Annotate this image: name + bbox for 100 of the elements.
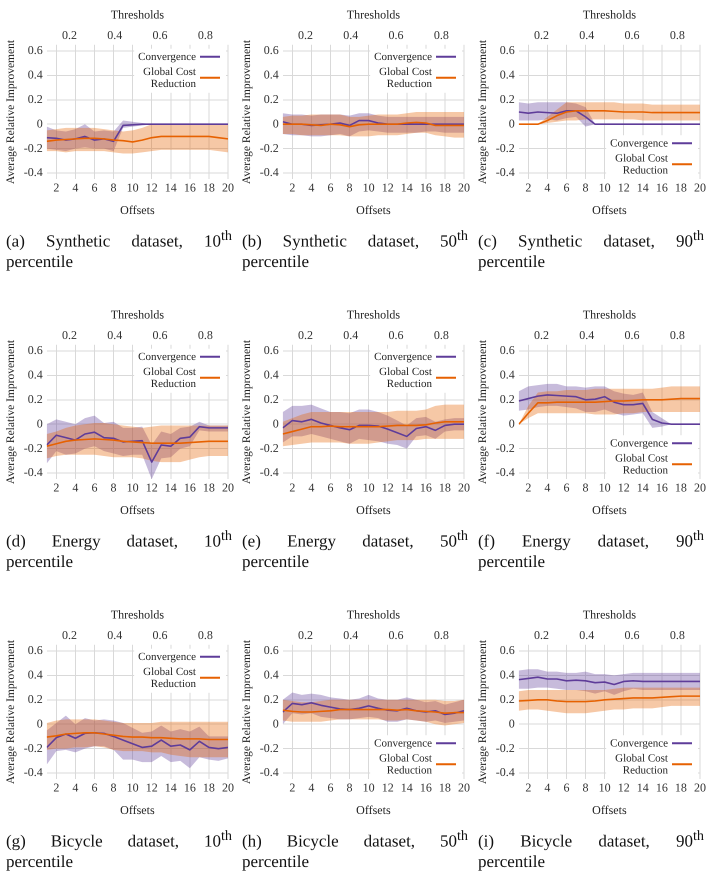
x2-tick-label: 0.8 xyxy=(434,28,449,42)
y-tick-label: -0.2 xyxy=(24,140,43,155)
x-tick-label: 12 xyxy=(146,480,158,495)
x2-tick-label: 0.4 xyxy=(579,628,594,642)
y-tick-label: -0.2 xyxy=(24,740,43,755)
y-tick-label: 0.2 xyxy=(500,92,515,106)
x-tick-label: 2 xyxy=(525,180,532,195)
text: (g) Bicycle dataset, 10$^{th}$ percentile xyxy=(6,828,232,871)
x2-tick-label: 0.6 xyxy=(624,28,640,42)
y-tick-label: 0.2 xyxy=(264,92,279,106)
legend-label: Global Cost Reduction xyxy=(615,752,668,777)
y-tick-label: 0.2 xyxy=(264,692,279,706)
x-tick-label: 18 xyxy=(438,780,451,795)
x-tick-label: 12 xyxy=(382,780,394,795)
y-tick-label: 0.6 xyxy=(264,43,279,58)
x-axis-title: Offsets xyxy=(356,502,391,517)
x2-tick-label: 0.8 xyxy=(434,328,449,342)
y-axis-title: Average Relative Improvement xyxy=(240,639,253,784)
x-tick-label: 14 xyxy=(164,780,177,795)
x-axis-title: Offsets xyxy=(120,802,155,817)
legend-label: Convergence xyxy=(610,738,668,750)
y-tick-label: 0.4 xyxy=(500,668,515,682)
x-tick-label: 14 xyxy=(636,780,649,795)
x2-axis-title: Thresholds xyxy=(582,607,636,622)
x-tick-label: 20 xyxy=(222,480,234,495)
x2-axis-title: Thresholds xyxy=(346,307,400,322)
x-tick-label: 16 xyxy=(184,780,196,795)
x2-tick-label: 0.8 xyxy=(434,628,449,642)
y-tick-label: 0 xyxy=(508,716,515,730)
x2-axis-title: Thresholds xyxy=(110,307,164,322)
x-tick-label: 18 xyxy=(674,780,687,795)
y-axis-title: Average Relative Improvement xyxy=(476,39,489,184)
y-tick-label: -0.4 xyxy=(496,165,515,180)
x-tick-label: 2 xyxy=(53,480,60,495)
x-tick-label: 8 xyxy=(110,180,117,195)
x-axis-title: Offsets xyxy=(356,802,391,817)
x-tick-label: 18 xyxy=(674,480,687,495)
x-tick-label: 8 xyxy=(346,180,353,195)
y-tick-label: -0.2 xyxy=(496,140,515,155)
x2-tick-label: 0.8 xyxy=(198,28,213,42)
x-tick-label: 18 xyxy=(438,180,451,195)
x-tick-label: 18 xyxy=(202,480,215,495)
x-tick-label: 6 xyxy=(91,480,98,495)
x-tick-label: 10 xyxy=(362,480,375,495)
x-tick-label: 4 xyxy=(72,780,78,795)
x-tick-label: 20 xyxy=(458,780,470,795)
y-axis-title: Average Relative Improvement xyxy=(240,339,253,484)
x-tick-label: 20 xyxy=(222,180,234,195)
y-tick-label: 0 xyxy=(508,416,515,430)
legend-label: Convergence xyxy=(138,351,196,364)
x-tick-label: 10 xyxy=(126,780,139,795)
y-tick-label: 0 xyxy=(508,116,515,130)
y-tick-label: 0 xyxy=(36,416,43,430)
y-tick-label: 0 xyxy=(272,716,279,730)
y-tick-label: 0.6 xyxy=(500,343,515,358)
y-tick-label: 0.6 xyxy=(500,43,515,58)
x2-axis-title: Thresholds xyxy=(346,7,400,22)
y-axis-title: Average Relative Improvement xyxy=(240,39,253,184)
x-tick-label: 16 xyxy=(656,480,668,495)
y-tick-label: 0 xyxy=(36,716,43,730)
x-tick-label: 4 xyxy=(544,480,550,495)
y-tick-label: 0.6 xyxy=(500,643,515,658)
y-tick-label: 0.2 xyxy=(28,392,43,406)
x-tick-label: 6 xyxy=(327,480,334,495)
y-axis-title: Average Relative Improvement xyxy=(4,639,17,784)
legend-label: Convergence xyxy=(138,51,196,64)
x-tick-label: 14 xyxy=(400,480,413,495)
x-axis-title: Offsets xyxy=(592,502,627,517)
x-tick-label: 6 xyxy=(563,180,570,195)
x2-tick-label: 0.2 xyxy=(298,328,313,342)
x-tick-label: 6 xyxy=(563,480,570,495)
text: (e) Energy dataset, 50$^{th}$ percentile xyxy=(242,528,468,571)
x2-tick-label: 0.6 xyxy=(152,28,168,42)
x2-tick-label: 0.4 xyxy=(343,28,358,42)
y-tick-label: -0.4 xyxy=(496,465,515,480)
x-tick-label: 14 xyxy=(636,480,649,495)
x-tick-label: 16 xyxy=(656,780,668,795)
x-tick-label: 12 xyxy=(146,780,158,795)
x-tick-label: 16 xyxy=(420,180,432,195)
y-tick-label: 0.6 xyxy=(264,643,279,658)
x-tick-label: 20 xyxy=(458,180,470,195)
y-tick-label: 0.4 xyxy=(28,668,43,682)
x-tick-label: 10 xyxy=(598,180,611,195)
x-tick-label: 4 xyxy=(308,780,314,795)
x2-tick-label: 0.2 xyxy=(62,628,77,642)
legend-label: Global Cost Reduction xyxy=(615,452,668,477)
x-tick-label: 4 xyxy=(544,780,550,795)
x2-tick-label: 0.4 xyxy=(343,628,358,642)
legend-label: Global Cost Reduction xyxy=(615,152,668,177)
x-tick-label: 8 xyxy=(582,480,589,495)
x-tick-label: 16 xyxy=(420,780,432,795)
x2-tick-label: 0.6 xyxy=(624,328,640,342)
y-tick-label: -0.4 xyxy=(24,465,43,480)
x-tick-label: 12 xyxy=(618,180,630,195)
x-tick-label: 2 xyxy=(289,180,296,195)
x-tick-label: 2 xyxy=(289,780,296,795)
x2-axis-title: Thresholds xyxy=(582,307,636,322)
y-tick-label: -0.4 xyxy=(260,765,279,780)
text: (b) Synthetic dataset, 50$^{th}$ percentile xyxy=(242,228,468,271)
x-tick-label: 12 xyxy=(618,780,630,795)
